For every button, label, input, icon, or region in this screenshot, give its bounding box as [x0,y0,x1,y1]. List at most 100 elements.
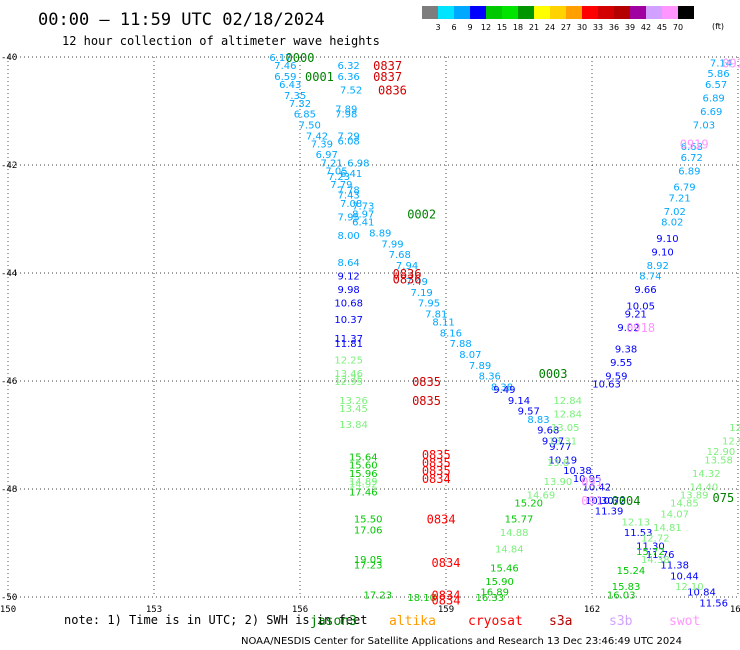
wave-height-value: 9.38 [615,345,637,356]
pass-time-label: 0834 [432,588,461,602]
wave-height-value: 12.72 [641,534,670,545]
wave-height-value: 18.10 [407,593,436,604]
wave-height-value: 9.21 [625,310,647,321]
wave-height-value: 11.37 [334,334,363,345]
pass-time-label: 0834 [432,594,461,608]
wave-height-value: 11.81 [334,339,363,350]
wave-height-value: 14.92 [349,480,378,491]
wave-height-value: 7.23 [328,172,350,183]
pass-time-label: 0837 [373,59,402,73]
wave-height-value: 7.29 [338,131,360,142]
pass-time-label: 0918 [626,321,655,335]
wave-height-value: 10.30 [585,496,614,507]
wave-height-value: 6.17 [269,53,291,64]
wave-height-value: 12.9 [722,436,740,447]
colorbar-swatch [470,6,486,19]
wave-height-value: 15.83 [612,582,641,593]
pass-time-label: 0837 [373,70,402,84]
wave-height-value: 9.59 [605,372,627,383]
mission-jason3: jason3 [310,614,357,629]
wave-height-value: 8.89 [369,229,391,240]
wave-height-value: 15.50 [354,515,383,526]
wave-height-value: 8.16 [440,328,462,339]
wave-height-value: 7.98 [335,110,357,121]
colorbar-swatch [646,6,662,19]
wave-height-value: 7.42 [306,131,328,142]
wave-height-value: 9.55 [610,358,632,369]
colorbar-swatch [486,6,502,19]
wave-height-value: 8.07 [459,350,481,361]
pass-time-label: 0001 [305,70,334,84]
pass-time-label: 0835 [422,456,451,470]
grid [7,56,739,598]
x-tick-label: 165 [730,605,740,615]
colorbar-label: 30 [577,23,587,32]
wave-height-value: 17.23 [364,590,393,601]
wave-height-value: 6.41 [352,218,374,229]
wave-height-value: 11.39 [595,507,624,518]
pass-time-label: 0834 [432,556,461,570]
colorbar-swatch [550,6,566,19]
colorbar-label: 39 [625,23,635,32]
colorbar-label: 6 [451,23,456,32]
wave-height-value: 7.89 [469,361,491,372]
mission-s3a: s3a [549,614,572,629]
colorbar-swatch [422,6,438,19]
wave-height-value: 14.40 [690,482,719,493]
wave-height-value: 7.94 [396,261,418,272]
wave-height-value: 6.69 [700,107,722,118]
colorbar-label: 33 [593,23,603,32]
colorbar: 3 6 9 12 15 18 21 24 27 30 33 36 39 42 45 70 [422,6,694,32]
wave-height-value: 8.38 [491,382,513,393]
wave-height-value: 15.77 [505,515,534,526]
x-tick-label: 156 [292,605,308,615]
wave-height-value: 17.06 [354,526,383,537]
pass-time-label: 091 [581,475,603,489]
wave-height-value: 11.56 [699,598,728,609]
wave-height-value: 9.02 [617,323,639,334]
wave-height-value: 12.13 [621,517,650,528]
wave-height-value: 13.45 [339,404,368,415]
wave-height-value: 14.69 [527,490,556,501]
wave-height-value: 8.83 [527,415,549,426]
wave-height-value: 7.50 [299,121,321,132]
x-tick-label: 150 [0,605,16,615]
colorbar-label: 24 [545,23,555,32]
mission-swot: swot [669,614,700,629]
wave-height-value: 9.68 [537,426,559,437]
wave-height-value: 7.05 [325,166,347,177]
wave-height-value: 8.11 [432,318,454,329]
wave-height-value: 16.03 [607,590,636,601]
wave-height-value: 15.20 [514,499,543,510]
wave-height-value: 6.89 [703,94,725,105]
colorbar-swatch [518,6,534,19]
wave-height-value: 12.90 [707,447,736,458]
axis-ticks: 150 153 156 159 162 165 -40 -42 -44 -46 -48 -50 [0,53,740,615]
wave-height-value: 13.90 [544,477,573,488]
wave-height-value: 7.21 [668,193,690,204]
wave-height-value: 7.52 [340,85,362,96]
wave-height-value: 14.88 [500,528,529,539]
wave-height-value: 14.38 [641,555,670,566]
wave-height-value: 6.57 [705,80,727,91]
wave-height-value: 15.90 [485,577,514,588]
page-title: 00:00 – 11:59 UTC 02/18/2024 [38,10,325,30]
wave-height-value: 10.95 [573,474,602,485]
y-tick-label: -48 [1,485,17,495]
pass-time-label: 0000 [286,51,315,65]
colorbar-label: 12 [481,23,491,32]
wave-height-value: 11.76 [646,550,675,561]
wave-height-value: 10.84 [687,588,716,599]
wave-height-value: 14.07 [660,509,689,520]
colorbar-unit: (ft) [712,22,724,31]
colorbar-label: 36 [609,23,619,32]
colorbar-label: 18 [513,23,523,32]
wave-height-value: 7.43 [338,191,360,202]
wave-height-value: 15.46 [490,563,519,574]
page-subtitle: 12 hour collection of altimeter wave hei… [62,34,380,48]
wave-height-value: 13.31 [548,436,577,447]
pass-time-label: 0836 [393,267,422,281]
wave-height-value: 13.84 [339,420,368,431]
